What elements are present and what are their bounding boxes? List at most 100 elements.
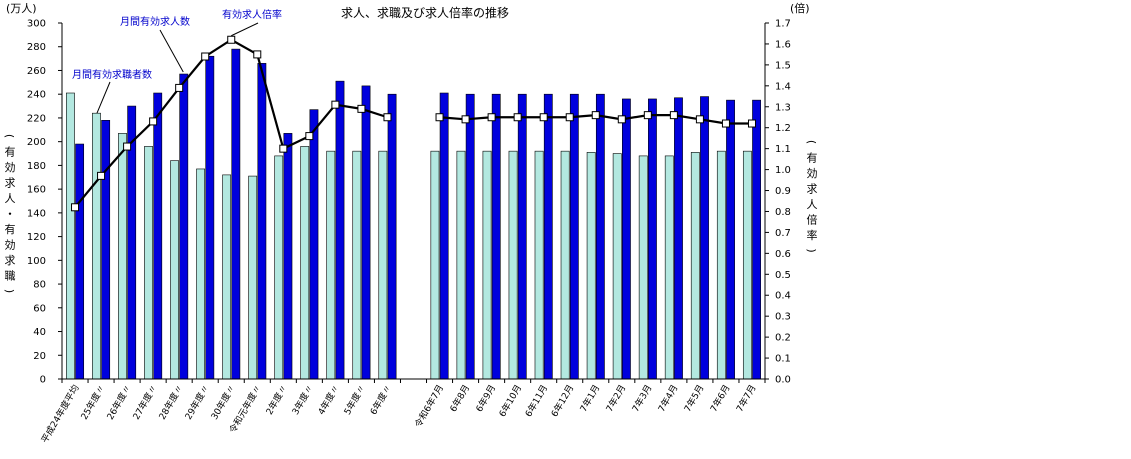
y-axis-label-char: 効: [5, 238, 16, 252]
right-tick-label: 1.6: [775, 39, 791, 50]
bar-jobseekers: [586, 152, 596, 380]
x-tick-label: 6年9月: [473, 382, 498, 414]
bar-jobseekers: [196, 168, 206, 380]
bar-jobseekers: [638, 155, 648, 380]
bar-job-offers: [752, 99, 761, 380]
bar-jobseekers: [326, 150, 336, 380]
y2-axis-label-char: 率: [807, 228, 818, 242]
ratio-point: [331, 100, 340, 109]
bar-job-offers: [648, 98, 657, 380]
bar-job-offers: [517, 93, 527, 380]
x-tick-label: 7年7月: [733, 383, 758, 415]
left-tick-label: 40: [33, 327, 46, 338]
ratio-point: [123, 142, 132, 151]
left-tick-label: 160: [27, 185, 46, 196]
bar-job-offers: [101, 120, 111, 380]
left-tick-label: 200: [27, 137, 46, 148]
y-axis-label-char: 職: [5, 270, 16, 283]
right-axis-unit: (倍): [790, 1, 810, 15]
bar-job-offers: [621, 98, 631, 380]
x-tick-label: 7年6月: [707, 383, 732, 415]
x-tick-label: 令和6年7月: [412, 383, 446, 430]
right-tick-label: 1.1: [775, 144, 791, 155]
x-tick-label: 6年度〃: [367, 383, 394, 417]
ratio-point: [695, 115, 704, 124]
left-tick-label: 140: [27, 208, 46, 219]
bar-jobseekers: [248, 175, 258, 380]
ratio-point: [747, 119, 756, 128]
bar-jobseekers: [560, 150, 570, 380]
y2-axis-label-char: ): [805, 248, 818, 252]
bar-jobseekers: [508, 150, 518, 380]
ratio-point: [435, 113, 444, 122]
ratio-point: [669, 111, 678, 120]
ratio-point: [383, 113, 392, 122]
right-tick-label: 1.2: [775, 123, 791, 134]
y-axis-label-char: 求: [5, 254, 16, 267]
x-tick-label: 平成24年度平均: [38, 383, 81, 446]
ratio-point: [487, 113, 496, 122]
ratio-point: [149, 117, 158, 126]
x-tick-label: 25年度〃: [78, 383, 108, 422]
bar-job-offers: [283, 133, 293, 380]
y2-axis-label-char: 求: [807, 183, 818, 196]
annotations-layer: 月間有効求職者数 月間有効求人数 有効求人倍率: [72, 8, 282, 114]
right-tick-label: 0.8: [775, 207, 791, 218]
bar-jobseekers: [66, 92, 75, 380]
ratio-point: [591, 111, 600, 120]
right-tick-label: 1.3: [775, 102, 791, 113]
bar-job-offers: [75, 143, 85, 380]
x-tick-label: 6年8月: [447, 383, 472, 415]
left-tick-label: 260: [27, 66, 46, 77]
right-tick-label: 0.5: [775, 270, 791, 281]
left-tick-label: 100: [27, 256, 46, 267]
bar-jobseekers: [716, 150, 726, 380]
bar-job-offers: [361, 85, 371, 380]
ratio-point: [71, 203, 80, 212]
bar-jobseekers: [482, 150, 492, 380]
x-tick-label: 7年3月: [629, 383, 654, 415]
ratio-point: [357, 104, 366, 113]
chart-title: 求人、求職及び求人倍率の推移: [341, 5, 509, 20]
y2-axis-label-char: 効: [807, 166, 818, 180]
ratio-point: [721, 119, 730, 128]
bar-jobseekers: [144, 146, 153, 380]
bar-job-offers: [726, 99, 735, 380]
right-tick-label: 1.0: [775, 165, 791, 176]
bar-jobseekers: [690, 152, 700, 380]
right-tick-label: 0.7: [775, 228, 791, 239]
y-axis-label-char: 求: [5, 177, 16, 190]
bar-jobseekers: [664, 155, 674, 380]
x-tick-label: 3年度〃: [289, 383, 316, 417]
x-tick-label: 2年度〃: [263, 383, 290, 417]
right-tick-label: 1.5: [775, 60, 791, 71]
ratio-point: [565, 113, 574, 122]
ratio-point: [279, 144, 288, 153]
y-axis-label-char: ): [3, 289, 16, 293]
annotation-1: 月間有効求人数: [120, 15, 190, 28]
left-tick-label: 240: [27, 90, 46, 101]
bar-jobseekers: [118, 133, 127, 380]
x-tick-label: 7年2月: [603, 383, 628, 415]
ratio-point: [201, 52, 210, 61]
bar-job-offers: [439, 92, 449, 380]
right-tick-label: 0.6: [775, 249, 791, 260]
y-axis-label-char: 有: [5, 222, 16, 236]
bar-job-offers: [335, 80, 345, 380]
ratio-point: [253, 50, 262, 59]
left-tick-label: 0: [40, 375, 46, 386]
y-axis-label-char: 有: [5, 145, 16, 159]
y2-axis-label-char: 人: [807, 198, 818, 211]
x-tick-label: 7年4月: [655, 383, 680, 415]
bar-job-offers: [205, 55, 215, 380]
bar-jobseekers: [430, 150, 440, 380]
y-axis-label-char: (: [3, 134, 16, 138]
bar-jobseekers: [92, 112, 101, 380]
right-tick-label: 0.9: [775, 186, 791, 197]
ratio-point: [461, 115, 470, 124]
bar-job-offers: [595, 93, 605, 380]
ratio-point: [175, 83, 184, 92]
x-tick-label: 7年1月: [577, 383, 602, 415]
left-axis-unit: (万人): [6, 2, 37, 15]
